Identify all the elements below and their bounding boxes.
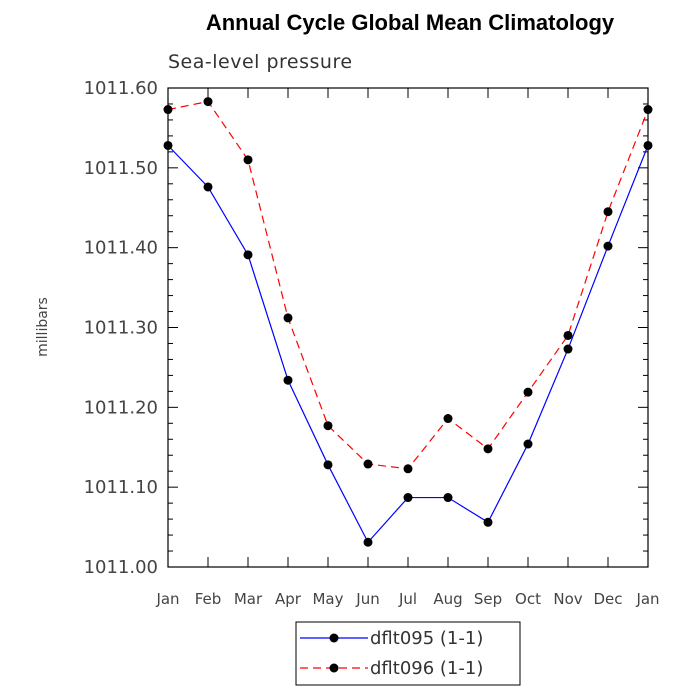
- series-line-1: [167, 145, 649, 544]
- legend-label-2: dflt096 (1-1): [370, 658, 483, 679]
- x-tick-label: May: [312, 590, 343, 608]
- series-2-point: [163, 105, 173, 115]
- series-2-point: [203, 97, 213, 107]
- series-2-point: [323, 421, 333, 431]
- series-1-point: [523, 439, 533, 449]
- y-tick-label: 1011.40: [84, 238, 158, 259]
- x-tick-label: Jul: [398, 590, 417, 608]
- series-2-point: [523, 387, 533, 397]
- x-tick-label: Mar: [234, 590, 263, 608]
- series-1-point: [323, 460, 333, 470]
- series-2-point: [483, 444, 493, 454]
- series-1-point: [283, 375, 293, 385]
- y-axis-label: millibars: [35, 297, 51, 357]
- series-1-point: [163, 140, 173, 150]
- y-tick-label: 1011.10: [84, 477, 158, 498]
- series-2-point: [563, 330, 573, 340]
- series-2-point: [643, 105, 653, 115]
- series-2-point: [443, 414, 453, 424]
- series-1-point: [643, 140, 653, 150]
- legend-marker-1: [329, 633, 339, 643]
- series-1-point: [403, 493, 413, 503]
- legend-marker-2: [329, 663, 339, 673]
- series-1-point: [603, 241, 613, 251]
- axis-ticks: 1011.00 1011.10 1011.20 1011.30 1011.40 1011.…: [84, 78, 660, 608]
- y-tick-label: 1011.20: [84, 397, 158, 418]
- series-1-point: [483, 517, 493, 527]
- x-tick-label: Jun: [355, 590, 379, 608]
- series-2-point: [603, 207, 613, 217]
- x-tick-label: Jan: [155, 590, 179, 608]
- x-tick-label: Nov: [553, 590, 582, 608]
- x-tick-label: Dec: [593, 590, 622, 608]
- y-tick-label: 1011.00: [84, 557, 158, 578]
- chart-title: Annual Cycle Global Mean Climatology: [206, 10, 615, 35]
- series-1-point: [203, 182, 213, 192]
- series-1-point: [363, 537, 373, 547]
- series-2-point: [363, 459, 373, 469]
- y-tick-label: 1011.50: [84, 158, 158, 179]
- series-line-2: [167, 100, 649, 470]
- x-tick-label: Sep: [474, 590, 502, 608]
- series-1-point: [443, 493, 453, 503]
- x-tick-label: Jan: [635, 590, 659, 608]
- x-tick-label: Apr: [275, 590, 302, 608]
- legend: dflt095 (1-1) dflt096 (1-1): [295, 621, 521, 686]
- y-tick-label: 1011.60: [84, 78, 158, 99]
- series-layer: [163, 97, 653, 547]
- x-tick-label: Feb: [195, 590, 222, 608]
- series-1-point: [563, 344, 573, 354]
- x-tick-label: Oct: [515, 590, 541, 608]
- chart-subtitle: Sea-level pressure: [168, 51, 353, 73]
- legend-label-1: dflt095 (1-1): [370, 628, 483, 649]
- x-tick-label: Aug: [433, 590, 462, 608]
- series-2-point: [243, 155, 253, 165]
- series-2-point: [403, 464, 413, 474]
- legend-box: [295, 621, 521, 686]
- series-2-point: [283, 313, 293, 323]
- y-tick-label: 1011.30: [84, 318, 158, 339]
- series-1-point: [243, 250, 253, 260]
